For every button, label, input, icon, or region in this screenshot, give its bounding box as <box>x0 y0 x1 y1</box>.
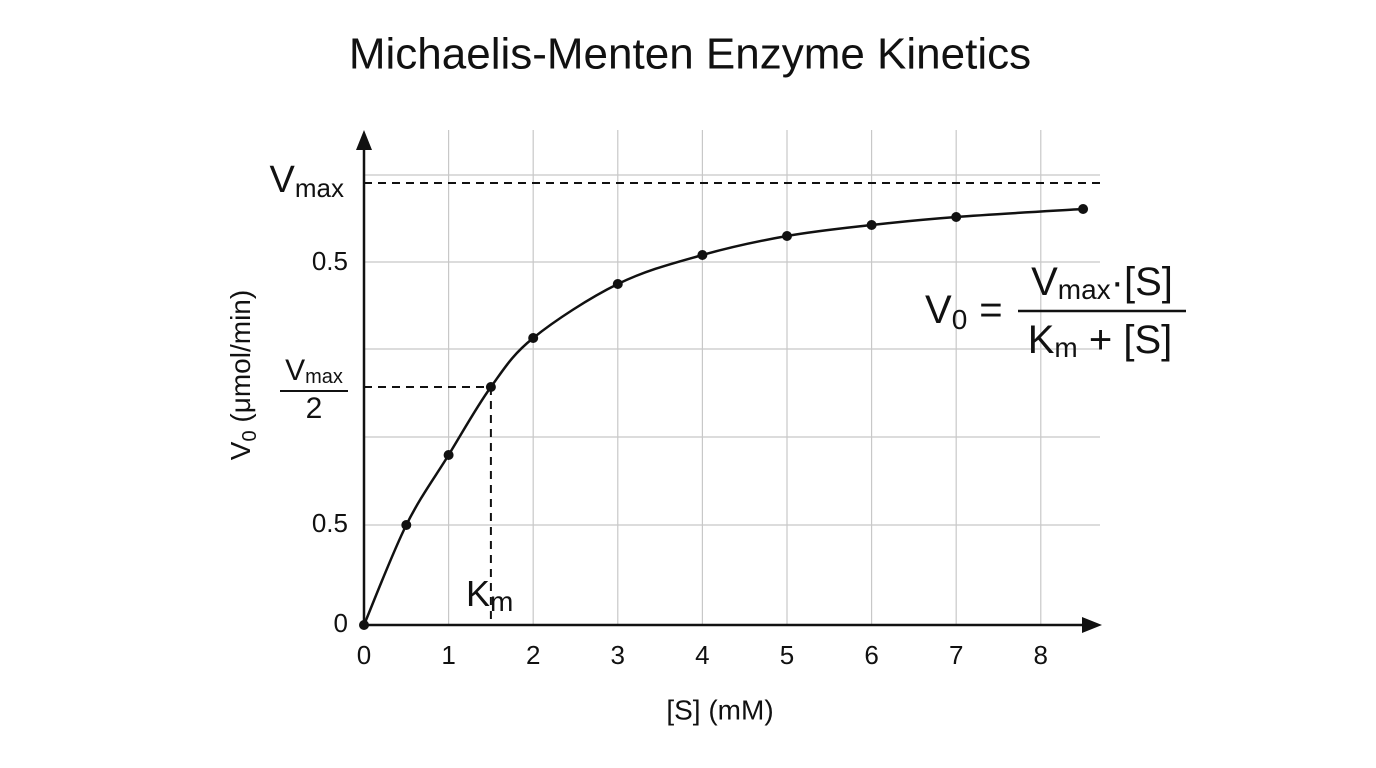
y-axis-label: V0 (μmol/min) <box>225 290 261 460</box>
formula-den-k: K <box>1028 318 1055 362</box>
data-point <box>485 382 496 392</box>
chart-title: Michaelis-Menten Enzyme Kinetics <box>349 30 1031 79</box>
x-tick-label: 2 <box>526 640 540 670</box>
vmax-v: V <box>270 159 296 201</box>
grid <box>364 130 1100 625</box>
formula-lhs: V0 = <box>925 288 1003 336</box>
x-tick-label: 6 <box>864 640 878 670</box>
data-point <box>443 450 454 460</box>
plot <box>359 204 1089 630</box>
formula-equals: = <box>979 288 1002 332</box>
data-point <box>951 212 962 222</box>
data-point <box>401 520 412 530</box>
data-point <box>697 250 708 260</box>
x-tick-label: 3 <box>611 640 625 670</box>
km-label: Km <box>466 573 513 618</box>
formula-num-sub: max <box>1058 274 1111 305</box>
formula-numerator: Vmax·[S] <box>1031 260 1173 306</box>
x-tick-label: 0 <box>357 640 371 670</box>
x-tick-label: 8 <box>1034 640 1048 670</box>
formula-num-rest: ·[S] <box>1111 260 1173 304</box>
half-vmax-sub: max <box>305 366 343 388</box>
annotation: 0.5 <box>312 246 348 276</box>
data-point <box>1078 204 1089 214</box>
y-label-main: V <box>225 441 256 460</box>
x-tick-label: 4 <box>695 640 709 670</box>
data-point <box>359 620 369 630</box>
data-point <box>781 231 792 241</box>
x-tick-label: 7 <box>949 640 963 670</box>
y-tick-label: 0 <box>334 608 348 638</box>
km-k: K <box>466 573 490 614</box>
y-axis-arrow <box>356 130 372 150</box>
x-axis-arrow <box>1082 617 1102 633</box>
vmax-label: Vmax <box>270 159 344 203</box>
x-tick-label: 1 <box>441 640 455 670</box>
data-point <box>612 279 623 289</box>
y-label-sub: 0 <box>239 430 261 441</box>
half-vmax-label: Vmax <box>285 354 343 388</box>
formula-den-rest: + [S] <box>1078 318 1173 362</box>
x-tick-label: 5 <box>780 640 794 670</box>
guides <box>364 182 1100 625</box>
data-point <box>866 220 877 230</box>
y-label-rest: (μmol/min) <box>225 290 256 431</box>
half-vmax-denominator: 2 <box>306 392 323 425</box>
km-sub: m <box>490 586 513 617</box>
vmax-sub: max <box>295 173 344 203</box>
half-vmax-v: V <box>285 354 305 387</box>
x-axis-label: [S] (mM) <box>666 694 773 725</box>
formula-v: V <box>925 288 952 332</box>
formula-num-v: V <box>1031 260 1058 304</box>
formula-denominator: Km + [S] <box>1028 318 1173 364</box>
labels: 0 1 2 3 4 5 6 7 8 0 0.5 <box>312 508 1048 670</box>
formula-v-sub: 0 <box>952 304 968 335</box>
formula-den-sub: m <box>1054 332 1077 363</box>
data-point <box>528 333 539 343</box>
y-tick-label: 0.5 <box>312 508 348 538</box>
